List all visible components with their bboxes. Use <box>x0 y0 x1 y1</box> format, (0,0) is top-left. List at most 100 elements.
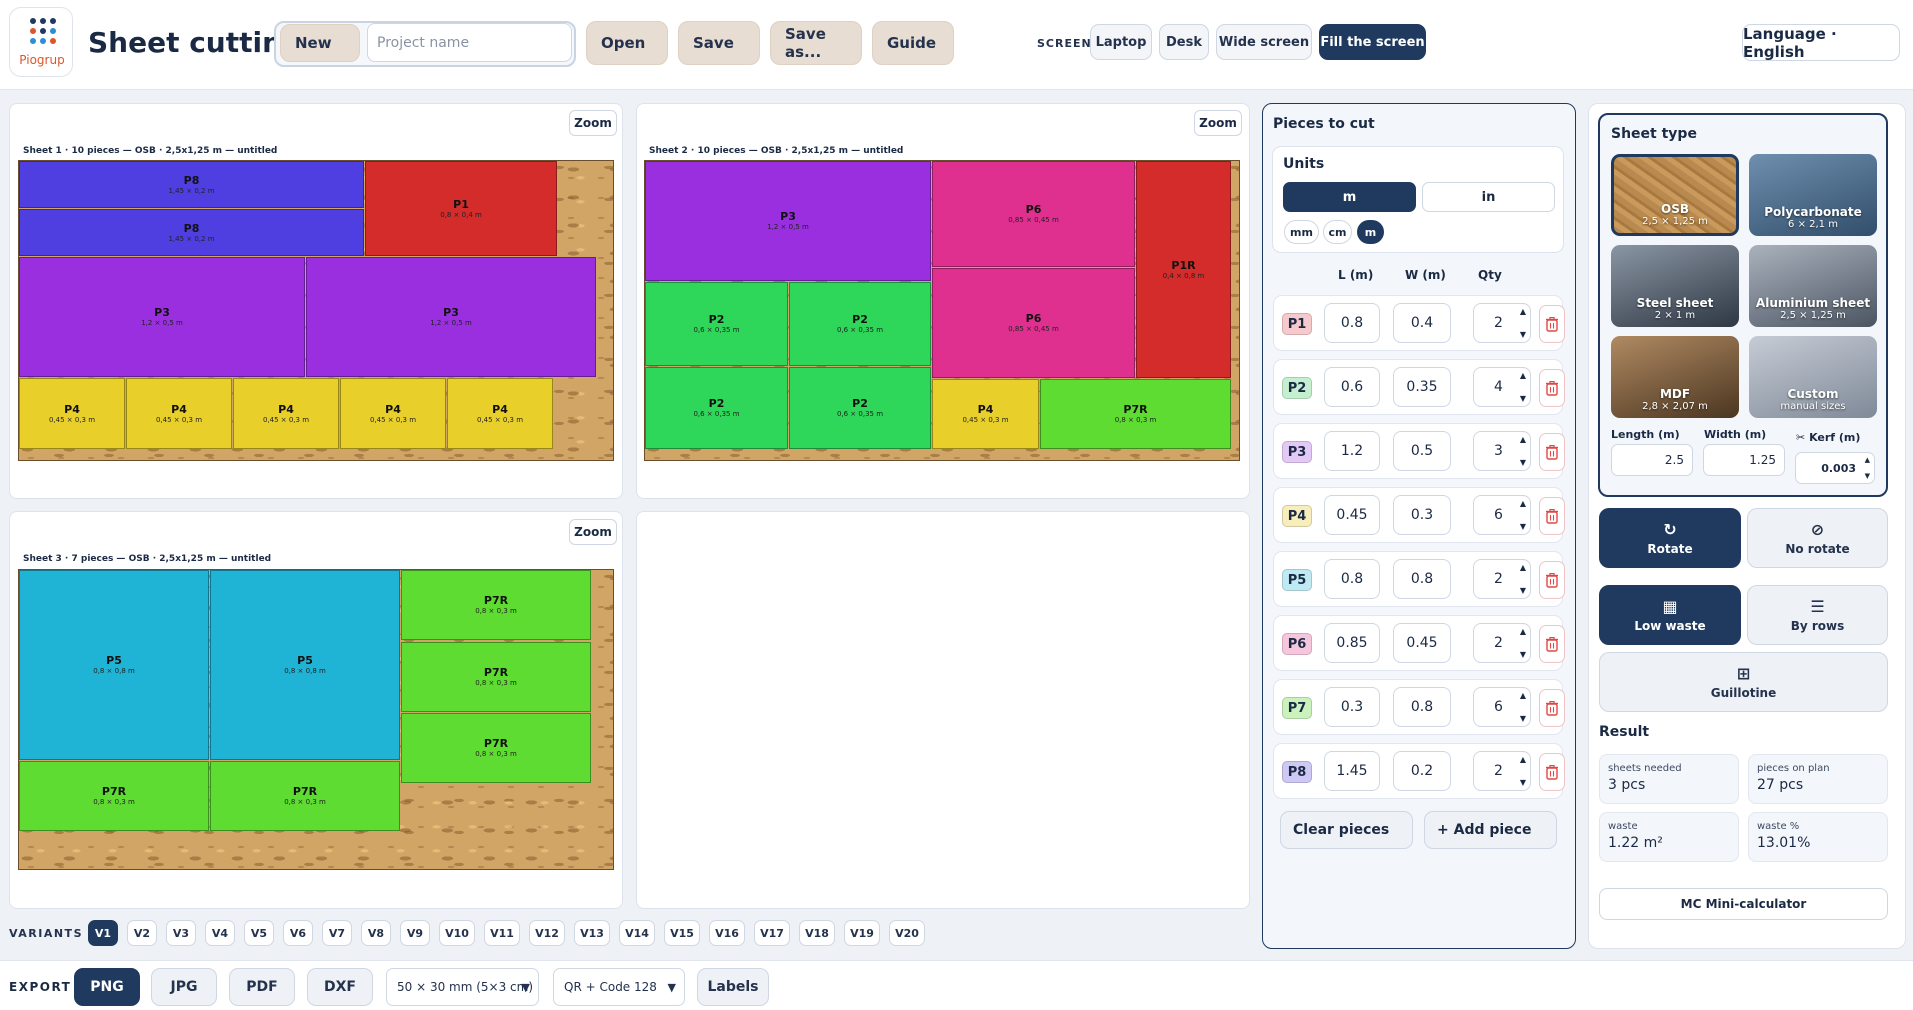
cut-piece[interactable]: P3 1,2 × 0,5 m <box>306 257 596 377</box>
stepper-up-icon[interactable]: ▲ <box>1519 627 1526 636</box>
cut-piece[interactable]: P4 0,45 × 0,3 m <box>340 378 446 449</box>
stepper-down-icon[interactable]: ▼ <box>1519 458 1526 467</box>
piece-qty-stepper[interactable]: 2 ▲ ▼ <box>1473 623 1531 663</box>
screen-fill-button[interactable]: Fill the screen <box>1319 24 1426 60</box>
project-name-input[interactable]: Project name <box>367 23 572 62</box>
stepper-down-icon[interactable]: ▼ <box>1519 394 1526 403</box>
delete-piece-button[interactable] <box>1539 369 1565 407</box>
piece-width-input[interactable]: 0.3 <box>1393 495 1451 535</box>
variant-button-v5[interactable]: V5 <box>244 920 274 946</box>
variant-button-v20[interactable]: V20 <box>889 920 925 946</box>
open-button[interactable]: Open <box>586 21 668 65</box>
export-png-button[interactable]: PNG <box>74 968 140 1006</box>
cut-piece[interactable]: P4 0,45 × 0,3 m <box>447 378 553 449</box>
kerf-input[interactable]: 0.003 ▲ ▼ <box>1795 452 1875 484</box>
zoom-button-sheet-1[interactable]: Zoom <box>569 110 617 136</box>
piece-length-input[interactable]: 0.6 <box>1324 367 1380 407</box>
language-button[interactable]: Language · English <box>1742 24 1900 61</box>
cut-piece[interactable]: P6 0,85 × 0,45 m <box>932 268 1135 378</box>
piece-length-input[interactable]: 0.8 <box>1324 303 1380 343</box>
stepper-down-icon[interactable]: ▼ <box>1519 330 1526 339</box>
width-input[interactable]: 1.25 <box>1703 444 1785 476</box>
piece-length-input[interactable]: 0.3 <box>1324 687 1380 727</box>
piece-width-input[interactable]: 0.8 <box>1393 687 1451 727</box>
delete-piece-button[interactable] <box>1539 753 1565 791</box>
cut-piece[interactable]: P8 1,45 × 0,2 m <box>19 209 364 256</box>
piece-width-input[interactable]: 0.45 <box>1393 623 1451 663</box>
stepper-down-icon[interactable]: ▼ <box>1519 650 1526 659</box>
mini-calculator-button[interactable]: MC Mini-calculator <box>1599 888 1888 920</box>
variant-button-v17[interactable]: V17 <box>754 920 790 946</box>
material-osb[interactable]: OSB 2,5 × 1,25 m <box>1611 154 1739 236</box>
export-dxf-button[interactable]: DXF <box>307 968 373 1006</box>
piece-length-input[interactable]: 1.2 <box>1324 431 1380 471</box>
delete-piece-button[interactable] <box>1539 561 1565 599</box>
stepper-up-icon[interactable]: ▲ <box>1519 755 1526 764</box>
cut-piece[interactable]: P7R 0,8 × 0,3 m <box>210 761 400 831</box>
piece-qty-stepper[interactable]: 2 ▲ ▼ <box>1473 751 1531 791</box>
piece-qty-stepper[interactable]: 4 ▲ ▼ <box>1473 367 1531 407</box>
stepper-up-icon[interactable]: ▲ <box>1519 435 1526 444</box>
variant-button-v11[interactable]: V11 <box>484 920 520 946</box>
screen-wide-button[interactable]: Wide screen <box>1216 24 1312 60</box>
logo[interactable]: Piogrup <box>9 7 73 77</box>
piece-qty-stepper[interactable]: 2 ▲ ▼ <box>1473 559 1531 599</box>
variant-button-v6[interactable]: V6 <box>283 920 313 946</box>
material-steel-sheet[interactable]: Steel sheet 2 × 1 m <box>1611 245 1739 327</box>
variant-button-v8[interactable]: V8 <box>361 920 391 946</box>
cut-piece[interactable]: P2 0,6 × 0,35 m <box>789 367 931 449</box>
piece-width-input[interactable]: 0.4 <box>1393 303 1451 343</box>
zoom-button-sheet-3[interactable]: Zoom <box>569 519 617 545</box>
unit-mm-button[interactable]: mm <box>1284 220 1319 244</box>
cut-piece[interactable]: P6 0,85 × 0,45 m <box>932 161 1135 267</box>
stepper-up-icon[interactable]: ▲ <box>1864 456 1870 464</box>
unit-m-button[interactable]: m <box>1283 182 1416 212</box>
stepper-down-icon[interactable]: ▼ <box>1864 472 1870 480</box>
labels-button[interactable]: Labels <box>697 968 769 1006</box>
cut-piece[interactable]: P5 0,8 × 0,8 m <box>19 570 209 760</box>
cut-piece[interactable]: P7R 0,8 × 0,3 m <box>19 761 209 831</box>
unit-in-button[interactable]: in <box>1422 182 1555 212</box>
piece-length-input[interactable]: 1.45 <box>1324 751 1380 791</box>
piece-length-input[interactable]: 0.45 <box>1324 495 1380 535</box>
delete-piece-button[interactable] <box>1539 433 1565 471</box>
add-piece-button[interactable]: + Add piece <box>1424 811 1557 849</box>
cut-piece[interactable]: P3 1,2 × 0,5 m <box>19 257 305 377</box>
zoom-button-sheet-2[interactable]: Zoom <box>1194 110 1242 136</box>
code-type-select[interactable]: QR + Code 128 ▼ <box>553 968 685 1006</box>
by-rows-button[interactable]: ☰ By rows <box>1747 585 1888 645</box>
save-as-button[interactable]: Save as... <box>770 21 862 65</box>
stepper-down-icon[interactable]: ▼ <box>1519 778 1526 787</box>
cut-piece[interactable]: P2 0,6 × 0,35 m <box>645 282 788 366</box>
variant-button-v15[interactable]: V15 <box>664 920 700 946</box>
piece-qty-stepper[interactable]: 6 ▲ ▼ <box>1473 687 1531 727</box>
save-button[interactable]: Save <box>678 21 760 65</box>
piece-width-input[interactable]: 0.5 <box>1393 431 1451 471</box>
variant-button-v2[interactable]: V2 <box>127 920 157 946</box>
export-jpg-button[interactable]: JPG <box>151 968 217 1006</box>
cut-piece[interactable]: P4 0,45 × 0,3 m <box>126 378 232 449</box>
cut-piece[interactable]: P7R 0,8 × 0,3 m <box>401 713 591 783</box>
unit-cm-button[interactable]: cm <box>1323 220 1352 244</box>
label-size-select[interactable]: 50 × 30 mm (5×3 cm) ▼ <box>386 968 539 1006</box>
variant-button-v1[interactable]: V1 <box>88 920 118 946</box>
piece-width-input[interactable]: 0.2 <box>1393 751 1451 791</box>
variant-button-v3[interactable]: V3 <box>166 920 196 946</box>
variant-button-v7[interactable]: V7 <box>322 920 352 946</box>
variant-button-v12[interactable]: V12 <box>529 920 565 946</box>
material-polycarbonate[interactable]: Polycarbonate 6 × 2,1 m <box>1749 154 1877 236</box>
variant-button-v4[interactable]: V4 <box>205 920 235 946</box>
variant-button-v9[interactable]: V9 <box>400 920 430 946</box>
unit-m-small-button[interactable]: m <box>1357 220 1384 244</box>
material-aluminium-sheet[interactable]: Aluminium sheet 2,5 × 1,25 m <box>1749 245 1877 327</box>
cut-piece[interactable]: P4 0,45 × 0,3 m <box>932 379 1039 449</box>
screen-laptop-button[interactable]: Laptop <box>1090 24 1152 60</box>
stepper-down-icon[interactable]: ▼ <box>1519 522 1526 531</box>
new-button[interactable]: New <box>280 24 360 62</box>
cut-piece[interactable]: P1R 0,4 × 0,8 m <box>1136 161 1231 378</box>
stepper-up-icon[interactable]: ▲ <box>1519 499 1526 508</box>
variant-button-v16[interactable]: V16 <box>709 920 745 946</box>
cut-piece[interactable]: P7R 0,8 × 0,3 m <box>401 570 591 640</box>
material-mdf[interactable]: MDF 2,8 × 2,07 m <box>1611 336 1739 418</box>
delete-piece-button[interactable] <box>1539 497 1565 535</box>
